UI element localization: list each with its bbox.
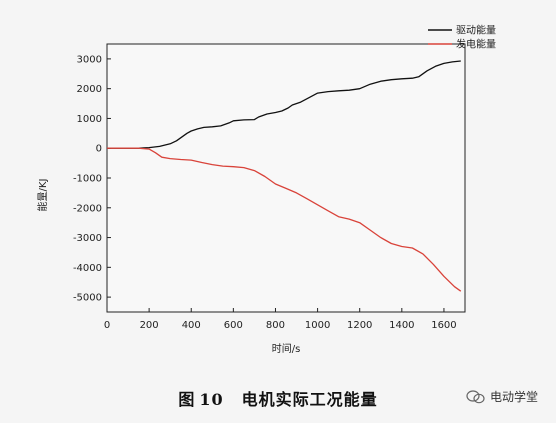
y-tick-label: -4000 <box>73 263 102 274</box>
series-layer <box>107 60 462 292</box>
x-tick-label: 1400 <box>389 320 414 331</box>
x-tick-label: 1200 <box>347 320 372 331</box>
x-tick-label: 400 <box>182 320 201 331</box>
y-tick-label: -2000 <box>73 203 102 214</box>
plot-area <box>106 43 466 313</box>
watermark-text: 电动学堂 <box>489 390 538 404</box>
caption-text: 电机实际工况能量 <box>241 390 378 409</box>
x-tick-label: 600 <box>224 320 243 331</box>
x-tick-label: 800 <box>266 320 285 331</box>
x-tick-label: 200 <box>140 320 159 331</box>
y-axis-title: 能量/KJ <box>36 179 49 212</box>
x-tick-label: 0 <box>104 320 110 331</box>
y-tick-label: -1000 <box>73 174 102 185</box>
caption-label: 图 <box>178 390 196 409</box>
wechat-icon <box>466 389 485 403</box>
y-tick-label: 2000 <box>77 84 102 95</box>
watermark: 电动学堂 <box>466 388 538 405</box>
x-axis: 0 200 400 600 800 1000 1200 1400 1600 <box>104 308 457 331</box>
x-tick-label: 1000 <box>305 320 330 331</box>
x-axis-title: 时间/s <box>272 342 301 355</box>
x-tick-label: 1600 <box>431 320 456 331</box>
y-tick-label: 0 <box>96 144 102 155</box>
series-line-1 <box>107 60 461 149</box>
y-tick-label: 3000 <box>77 54 102 65</box>
y-tick-label: 1000 <box>77 114 102 125</box>
y-tick-label: -3000 <box>73 233 102 244</box>
figure-caption: 图 10 电机实际工况能量 <box>0 386 556 410</box>
legend-label: 驱动能量 <box>456 24 496 37</box>
y-axis: 3000 2000 1000 0 -1000 -2000 -3000 -4000 -5000 <box>73 54 111 304</box>
caption-number: 10 <box>199 390 224 409</box>
y-tick-label: -5000 <box>73 293 102 304</box>
legend-label: 发电能量 <box>456 38 496 51</box>
series-line-2 <box>107 147 462 292</box>
